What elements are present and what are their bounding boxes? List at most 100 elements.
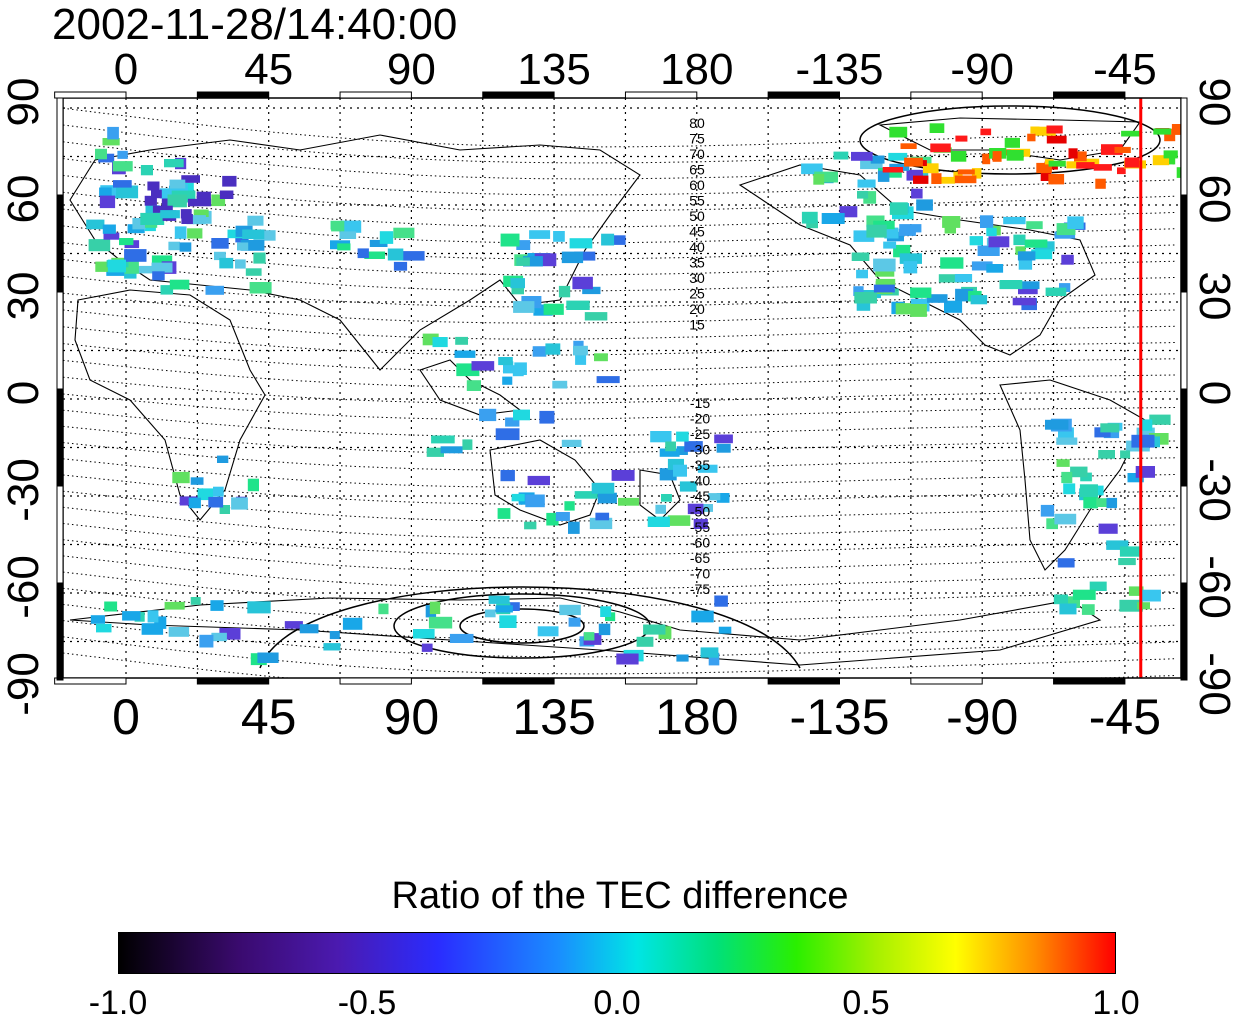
tec-cell [673, 464, 687, 477]
tec-cell [211, 194, 226, 207]
contour-line [63, 490, 1176, 522]
tec-cell [299, 624, 319, 634]
frame-tick-left [56, 485, 64, 584]
tec-cell [564, 501, 575, 511]
frame-tick-right [1180, 291, 1188, 390]
contour-line [63, 587, 1176, 624]
tec-cell [1118, 558, 1136, 566]
coastlines [69, 117, 1146, 666]
tec-cell-high [1030, 126, 1040, 134]
tec-cell [596, 376, 620, 384]
tec-map: 0 45 90 135 180 -135 -90 -45 0 45 90 135 180 -135 -90… [0, 45, 1239, 745]
tec-cell [379, 231, 394, 244]
tec-cell [1128, 586, 1144, 596]
tec-cell-high [982, 153, 991, 165]
tec-cell [144, 195, 157, 206]
tec-cell [988, 236, 1010, 248]
tec-cell-high [900, 143, 917, 149]
frame-tick-bottom [910, 677, 983, 685]
tec-cell [533, 304, 553, 316]
tec-cell [1119, 546, 1143, 557]
tec-cell [331, 221, 345, 232]
tec-cell [340, 220, 362, 233]
tec-cell-high [929, 123, 945, 133]
tec-cell [1045, 419, 1069, 430]
tec-cell [940, 257, 964, 269]
contour-label: 65 [689, 162, 705, 178]
coastline [489, 439, 601, 526]
tec-cell [88, 239, 111, 252]
tec-cell [700, 647, 719, 658]
tec-cell [329, 631, 340, 640]
contour-label: -35 [690, 457, 710, 473]
tec-cell [208, 496, 224, 508]
coastline [999, 379, 1146, 571]
tec-cell [174, 226, 187, 239]
tec-cell [147, 181, 160, 191]
tec-cell [513, 409, 530, 421]
colorbar-label-zero: 0.0 [593, 984, 641, 1022]
tec-cell [676, 446, 688, 455]
tec-cell [431, 435, 455, 444]
frame-tick-right [1180, 97, 1188, 196]
tec-cell [454, 350, 476, 358]
contour-line [63, 175, 1176, 212]
tec-cell-high [1171, 128, 1181, 135]
frame-tick-right [1180, 582, 1188, 681]
tec-cell [1012, 297, 1037, 306]
lon-tick-bottom: -135 [789, 689, 889, 745]
tec-cell [257, 652, 279, 663]
tec-cell [140, 165, 153, 176]
tec-cell [86, 219, 105, 230]
tec-cell [687, 503, 704, 515]
contour-label: -60 [690, 535, 710, 551]
tec-cell [708, 652, 720, 666]
frame-tick-top [54, 91, 127, 99]
lat-tick-left: -90 [0, 652, 48, 716]
tec-cell [597, 492, 617, 504]
tec-cell [107, 126, 119, 140]
tec-cell [558, 285, 571, 298]
tec-cell-high [1048, 160, 1066, 167]
contour-label: -65 [690, 550, 710, 566]
tec-cell [249, 282, 272, 294]
tec-cell-high [1046, 135, 1067, 144]
tec-cell [910, 287, 932, 298]
tec-cell [245, 268, 262, 276]
tec-cell [873, 258, 896, 272]
tec-cell [595, 512, 610, 521]
lon-tick-top: 180 [660, 45, 733, 94]
frame-tick-left [56, 388, 64, 487]
tec-cell [877, 170, 890, 182]
tec-cell [1089, 581, 1107, 591]
tec-cell [219, 628, 241, 640]
tec-cell [801, 211, 818, 224]
contour-label: 50 [689, 208, 705, 224]
tec-cell [546, 512, 559, 526]
tec-cell [164, 159, 184, 168]
tec-cell [866, 224, 887, 238]
tec-cell [471, 361, 495, 371]
contour-line [63, 571, 1176, 607]
tec-cell [511, 286, 524, 295]
tec-cell [584, 312, 608, 321]
tec-cell [1120, 450, 1131, 459]
contour-label: 55 [689, 193, 705, 209]
tec-cell [543, 303, 564, 315]
tec-cell [1018, 259, 1033, 270]
tec-cell [119, 238, 134, 246]
lon-tick-bottom: 90 [384, 689, 440, 745]
tec-cell [413, 629, 435, 639]
tec-cell [718, 626, 732, 634]
tec-cell [426, 447, 444, 457]
tec-cell-high [1034, 126, 1056, 136]
tec-cell [1019, 281, 1040, 290]
tec-cell [210, 600, 224, 611]
lat-tick-left: -30 [0, 458, 48, 522]
tec-cell [421, 643, 433, 652]
tec-cell [944, 300, 963, 313]
tec-cell [378, 603, 389, 615]
frame-tick-bottom [196, 677, 270, 685]
tec-cell [1026, 221, 1043, 230]
tec-cell [152, 205, 173, 213]
